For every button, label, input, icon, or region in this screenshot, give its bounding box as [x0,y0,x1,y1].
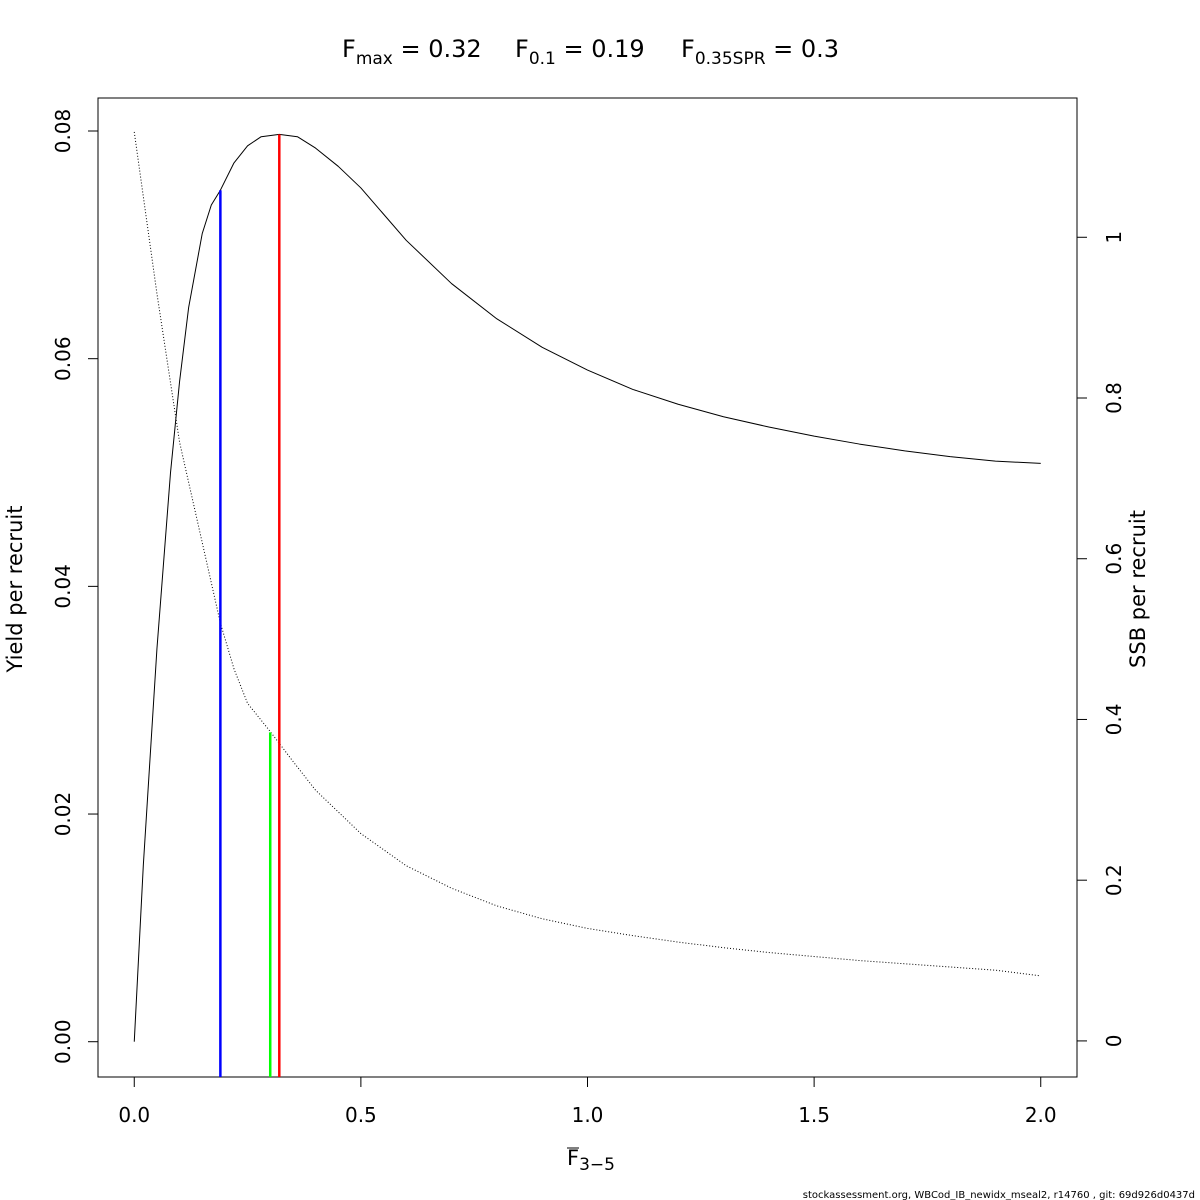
y-right-tick-label: 0.8 [1102,382,1126,414]
x-axis-label: F3−5 [567,1146,615,1175]
x-tick-label: 0.5 [345,1103,377,1127]
title-term-2: F0.1 = 0.19 [515,35,645,69]
y-right-tick-label: 0.4 [1102,704,1126,736]
reference-lines [219,134,281,1077]
y-left-tick-label: 0.06 [51,336,75,381]
footer-note: stockassessment.org, WBCod_IB_newidx_mse… [803,1190,1195,1200]
y-left-tick-label: 0.04 [51,564,75,609]
y-axis-left: 0.00 0.02 0.04 0.06 0.08 [51,109,98,1064]
x-tick-label: 0.0 [118,1103,150,1127]
plot-frame [97,97,1078,1078]
chart-title: Fmax = 0.32 F0.1 = 0.19 F0.35SPR = 0.3 [342,35,839,69]
y-axis-left-label: Yield per recruit [3,506,27,674]
x-tick-label: 2.0 [1025,1103,1057,1127]
y-right-tick-label: 1 [1102,231,1126,244]
y-left-tick-label: 0.02 [51,792,75,837]
y-axis-right-label: SSB per recruit [1126,510,1150,668]
y-left-tick-label: 0.00 [51,1019,75,1064]
y-left-tick-label: 0.08 [51,109,75,154]
y-right-tick-label: 0.6 [1102,543,1126,575]
x-axis: 0.0 0.5 1.0 1.5 2.0 [118,1077,1057,1127]
x-tick-label: 1.0 [572,1103,604,1127]
yield-per-recruit-curve [133,133,1041,1042]
x-axis-label-text: F3−5 [567,1146,615,1175]
title-term-1: Fmax = 0.32 [342,35,482,69]
y-axis-right: 0 0.2 0.4 0.6 0.8 1 [1077,231,1126,1047]
series-group [133,131,1041,1042]
y-right-tick-label: 0 [1102,1035,1126,1048]
y-right-tick-label: 0.2 [1102,864,1126,896]
x-tick-label: 1.5 [798,1103,830,1127]
title-term-3: F0.35SPR = 0.3 [681,35,839,69]
